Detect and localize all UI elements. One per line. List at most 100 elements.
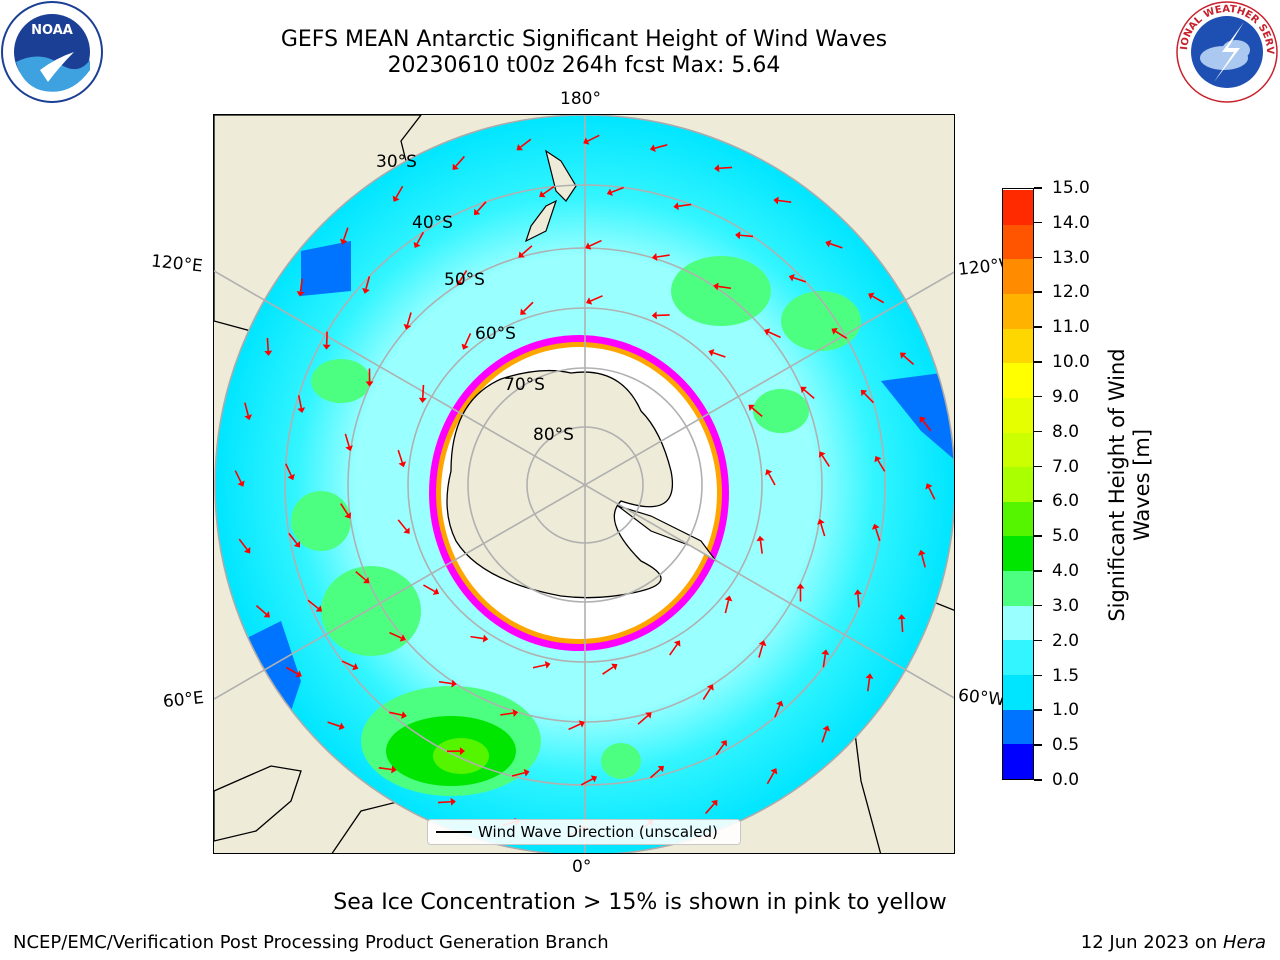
colorbar-tick-label: 14.0 <box>1052 212 1090 233</box>
colorbar-tick-label: 0.0 <box>1052 770 1080 790</box>
wave-direction-arrow-shaft <box>344 433 350 447</box>
wave-direction-arrow-shaft <box>285 463 292 476</box>
wave-patch <box>311 359 371 403</box>
lon-label-60w: 60°W <box>957 685 1006 711</box>
wave-direction-arrow-shaft <box>590 295 603 302</box>
wave-direction-arrow-shaft <box>821 729 828 743</box>
wave-direction-arrow-head <box>853 589 862 595</box>
wave-direction-arrow-head <box>451 679 457 688</box>
wave-direction-arrow-head <box>657 765 664 773</box>
colorbar-tick <box>1034 744 1042 746</box>
wave-patch <box>321 566 421 656</box>
wave-direction-arrow-head <box>403 527 410 534</box>
colorbar-segment <box>1003 535 1033 572</box>
wave-direction-arrow-shaft <box>768 331 781 339</box>
wave-direction-arrow-shaft <box>500 712 514 716</box>
wave-direction-arrow-shaft <box>580 778 594 786</box>
wave-patch <box>753 389 809 433</box>
colorbar-tick-label: 0.5 <box>1052 735 1080 756</box>
wave-direction-arrow-head <box>706 684 714 691</box>
colorbar-tick <box>1034 500 1042 502</box>
wave-direction-arrow-head <box>776 700 784 707</box>
colorbar-title-line: Significant Height of Wind <box>1105 348 1129 622</box>
wave-direction-arrow-head <box>874 455 882 463</box>
lat-label-80s: 80°S <box>533 425 574 445</box>
wave-direction-arrow-head <box>900 352 907 359</box>
wave-direction-arrow-head <box>708 348 715 357</box>
colorbar-tick <box>1034 430 1042 433</box>
wave-direction-arrow-shaft <box>523 301 534 312</box>
colorbar-tick <box>1034 187 1042 189</box>
wave-direction-arrow-shaft <box>365 276 371 290</box>
wave-direction-arrow-head <box>611 663 618 671</box>
wave-direction-arrow-shaft <box>922 420 932 432</box>
new-zealand-south <box>524 199 558 243</box>
wave-direction-arrow-shaft <box>768 473 776 486</box>
wave-direction-arrow-shaft <box>877 459 886 472</box>
wave-direction-arrow-head <box>821 649 830 655</box>
wave-direction-arrow-shaft <box>542 185 555 195</box>
wave-direction-arrow-shaft <box>704 803 715 815</box>
wave-direction-arrow-shaft <box>238 538 248 550</box>
noaa-logo: NOAA <box>1 1 103 103</box>
wave-direction-arrow-shaft <box>341 660 355 668</box>
wave-direction-arrow-shaft <box>863 392 875 404</box>
wave-direction-arrow-head <box>645 712 652 719</box>
wave-direction-arrow-shaft <box>568 723 581 731</box>
wave-direction-arrow-head <box>399 634 406 642</box>
lon-label-0: 0° <box>572 857 592 877</box>
wave-direction-arrow-shaft <box>712 352 726 358</box>
colorbar-segment <box>1003 501 1033 537</box>
wave-direction-arrow-shaft <box>900 619 904 633</box>
colorbar-title: Significant Height of Wind Waves [m] <box>1105 348 1155 621</box>
wave-direction-arrow-shaft <box>327 721 341 728</box>
wave-direction-arrow-head <box>473 208 481 216</box>
wave-direction-arrow-head <box>544 660 551 669</box>
wave-direction-arrow-head <box>868 292 875 300</box>
wave-direction-arrow-shaft <box>759 540 763 554</box>
wave-direction-arrow-head <box>518 251 525 258</box>
wave-direction-arrow-shaft <box>715 743 725 756</box>
colorbar-tick-label: 1.5 <box>1052 665 1080 686</box>
wave-direction-arrow-head <box>586 297 593 305</box>
wave-direction-arrow-head <box>391 765 397 774</box>
colorbar-segment <box>1003 224 1033 260</box>
wave-direction-arrow-head <box>714 164 720 173</box>
credit-text: NCEP/EMC/Verification Post Processing Pr… <box>13 932 609 953</box>
wave-direction-arrow-head <box>825 239 832 248</box>
colorbar-segment <box>1003 570 1033 606</box>
colorbar-segment <box>1003 397 1033 433</box>
wave-direction-arrow-head <box>244 414 253 421</box>
wave-direction-arrow-head <box>865 673 874 679</box>
wave-patch-peak <box>433 738 489 774</box>
wave-direction-arrow-shaft <box>476 201 487 212</box>
wave-direction-arrow-head <box>748 404 755 412</box>
wave-direction-arrow-head <box>392 195 400 202</box>
wave-direction-arrow-head <box>512 709 519 717</box>
wave-direction-arrow-head <box>520 308 527 315</box>
wave-direction-arrow-shaft <box>378 767 392 771</box>
wave-direction-arrow-shaft <box>511 771 525 777</box>
lat-label-40s: 40°S <box>412 213 453 233</box>
colorbar-tick-label: 3.0 <box>1052 595 1080 616</box>
lat-label-60s: 60°S <box>475 324 516 344</box>
wave-direction-arrow-head <box>578 720 585 728</box>
colorbar-segment <box>1003 328 1033 364</box>
wave-direction-arrow-head <box>452 163 459 170</box>
wave-direction-arrow-shaft <box>793 276 807 283</box>
wave-direction-arrow-head <box>459 747 465 756</box>
wave-direction-arrow-head <box>651 311 657 320</box>
wave-direction-arrow-head <box>363 577 370 584</box>
graticule <box>214 115 954 853</box>
colorbar-tick-label: 9.0 <box>1052 386 1080 407</box>
colorbar-tick-label: 13.0 <box>1052 247 1090 268</box>
wave-direction-arrow-head <box>735 231 741 240</box>
wave-direction-arrow-head <box>352 663 359 671</box>
wave-direction-arrow-head <box>765 469 773 476</box>
wave-direction-arrow-head <box>413 241 421 249</box>
wave-direction-arrow-shaft <box>903 355 915 366</box>
colorbar-segment <box>1003 293 1033 329</box>
wave-direction-arrow-head <box>456 279 464 286</box>
wave-direction-arrow-shaft <box>470 635 484 640</box>
colorbar-segment <box>1003 709 1033 745</box>
